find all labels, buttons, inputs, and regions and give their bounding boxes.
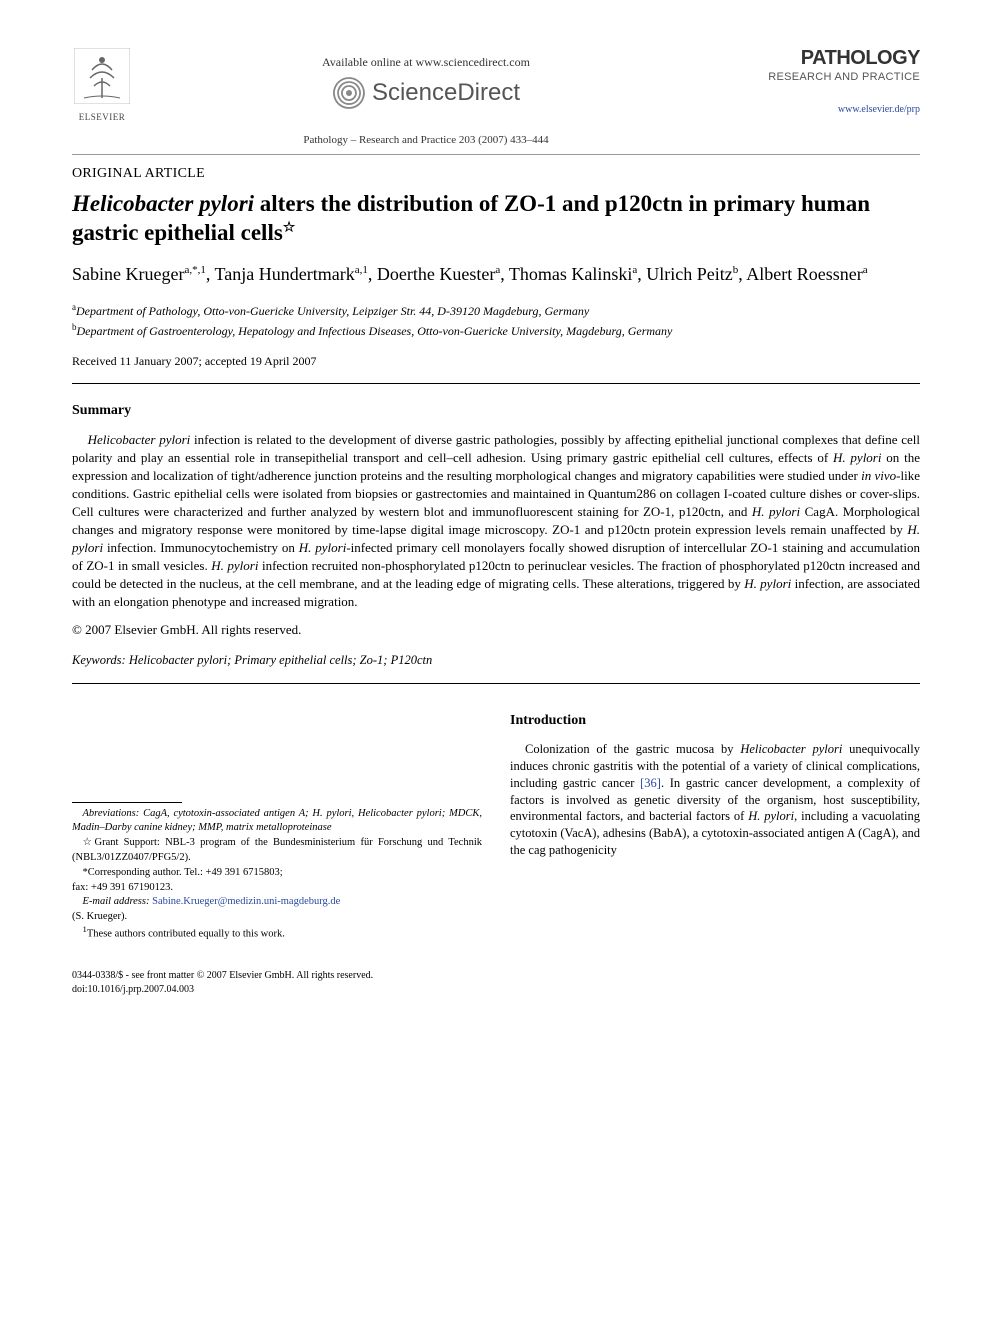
footnote-abbrev: Abreviations: CagA, cytotoxin-associated… [72, 807, 482, 835]
copyright-line: © 2007 Elsevier GmbH. All rights reserve… [72, 621, 920, 639]
section-rule-top [72, 383, 920, 384]
footnotes: Abreviations: CagA, cytotoxin-associated… [72, 807, 482, 942]
footnote-corresponding: *Corresponding author. Tel.: +49 391 671… [72, 866, 482, 880]
article-dates: Received 11 January 2007; accepted 19 Ap… [72, 353, 920, 369]
keywords-label: Keywords: [72, 653, 126, 667]
email-label: E-mail address: [83, 896, 153, 907]
affiliation: bDepartment of Gastroenterology, Hepatol… [72, 321, 920, 339]
footnote-email-tail: (S. Krueger). [72, 910, 482, 924]
journal-reference: Pathology – Research and Practice 203 (2… [132, 133, 720, 148]
title-star-icon: ☆ [283, 220, 296, 235]
sciencedirect-swirl-icon [332, 76, 366, 110]
footnote-fax: fax: +49 391 67190123. [72, 881, 482, 895]
left-column: Abreviations: CagA, cytotoxin-associated… [72, 712, 482, 943]
available-online-text: Available online at www.sciencedirect.co… [132, 54, 720, 70]
footnote-rule [72, 802, 182, 803]
article-type: ORIGINAL ARTICLE [72, 165, 920, 184]
header-center: Available online at www.sciencedirect.co… [132, 48, 720, 148]
elsevier-tree-icon [74, 48, 130, 104]
footer-issn: 0344-0338/$ - see front matter © 2007 El… [72, 969, 373, 983]
abstract-text: Helicobacter pylori infection is related… [72, 431, 920, 610]
sciencedirect-label: ScienceDirect [372, 77, 520, 109]
introduction-text: Colonization of the gastric mucosa by He… [510, 741, 920, 859]
journal-subtitle: RESEARCH AND PRACTICE [720, 70, 920, 85]
title-italic: Helicobacter pylori [72, 191, 254, 216]
page-footer: 0344-0338/$ - see front matter © 2007 El… [72, 969, 920, 996]
authors-list: Sabine Kruegera,*,1, Tanja Hundertmarka,… [72, 262, 920, 287]
keywords-line: Keywords: Helicobacter pylori; Primary e… [72, 652, 920, 669]
journal-url[interactable]: www.elsevier.de/prp [720, 103, 920, 117]
sciencedirect-logo: ScienceDirect [332, 76, 520, 110]
right-column: Introduction Colonization of the gastric… [510, 712, 920, 943]
header-rule [72, 154, 920, 155]
page-header: ELSEVIER Available online at www.science… [72, 48, 920, 148]
footnote-equal-contrib: 1These authors contributed equally to th… [72, 924, 482, 942]
elsevier-label: ELSEVIER [72, 111, 132, 123]
footnote-grant: ☆Grant Support: NBL-3 program of the Bun… [72, 836, 482, 864]
footer-doi: doi:10.1016/j.prp.2007.04.003 [72, 983, 373, 997]
introduction-heading: Introduction [510, 712, 920, 731]
elsevier-logo: ELSEVIER [72, 48, 132, 123]
affiliation: aDepartment of Pathology, Otto-von-Gueri… [72, 301, 920, 319]
journal-logo-block: PATHOLOGY RESEARCH AND PRACTICE www.else… [720, 48, 920, 116]
keywords-value: Helicobacter pylori; Primary epithelial … [126, 653, 433, 667]
section-rule-bottom [72, 683, 920, 684]
journal-name: PATHOLOGY [720, 48, 920, 68]
email-link[interactable]: Sabine.Krueger@medizin.uni-magdeburg.de [152, 896, 340, 907]
affiliations: aDepartment of Pathology, Otto-von-Gueri… [72, 301, 920, 339]
summary-heading: Summary [72, 402, 920, 421]
two-column-body: Abreviations: CagA, cytotoxin-associated… [72, 712, 920, 943]
footnote-email: E-mail address: Sabine.Krueger@medizin.u… [72, 895, 482, 909]
article-title: Helicobacter pylori alters the distribut… [72, 190, 920, 248]
